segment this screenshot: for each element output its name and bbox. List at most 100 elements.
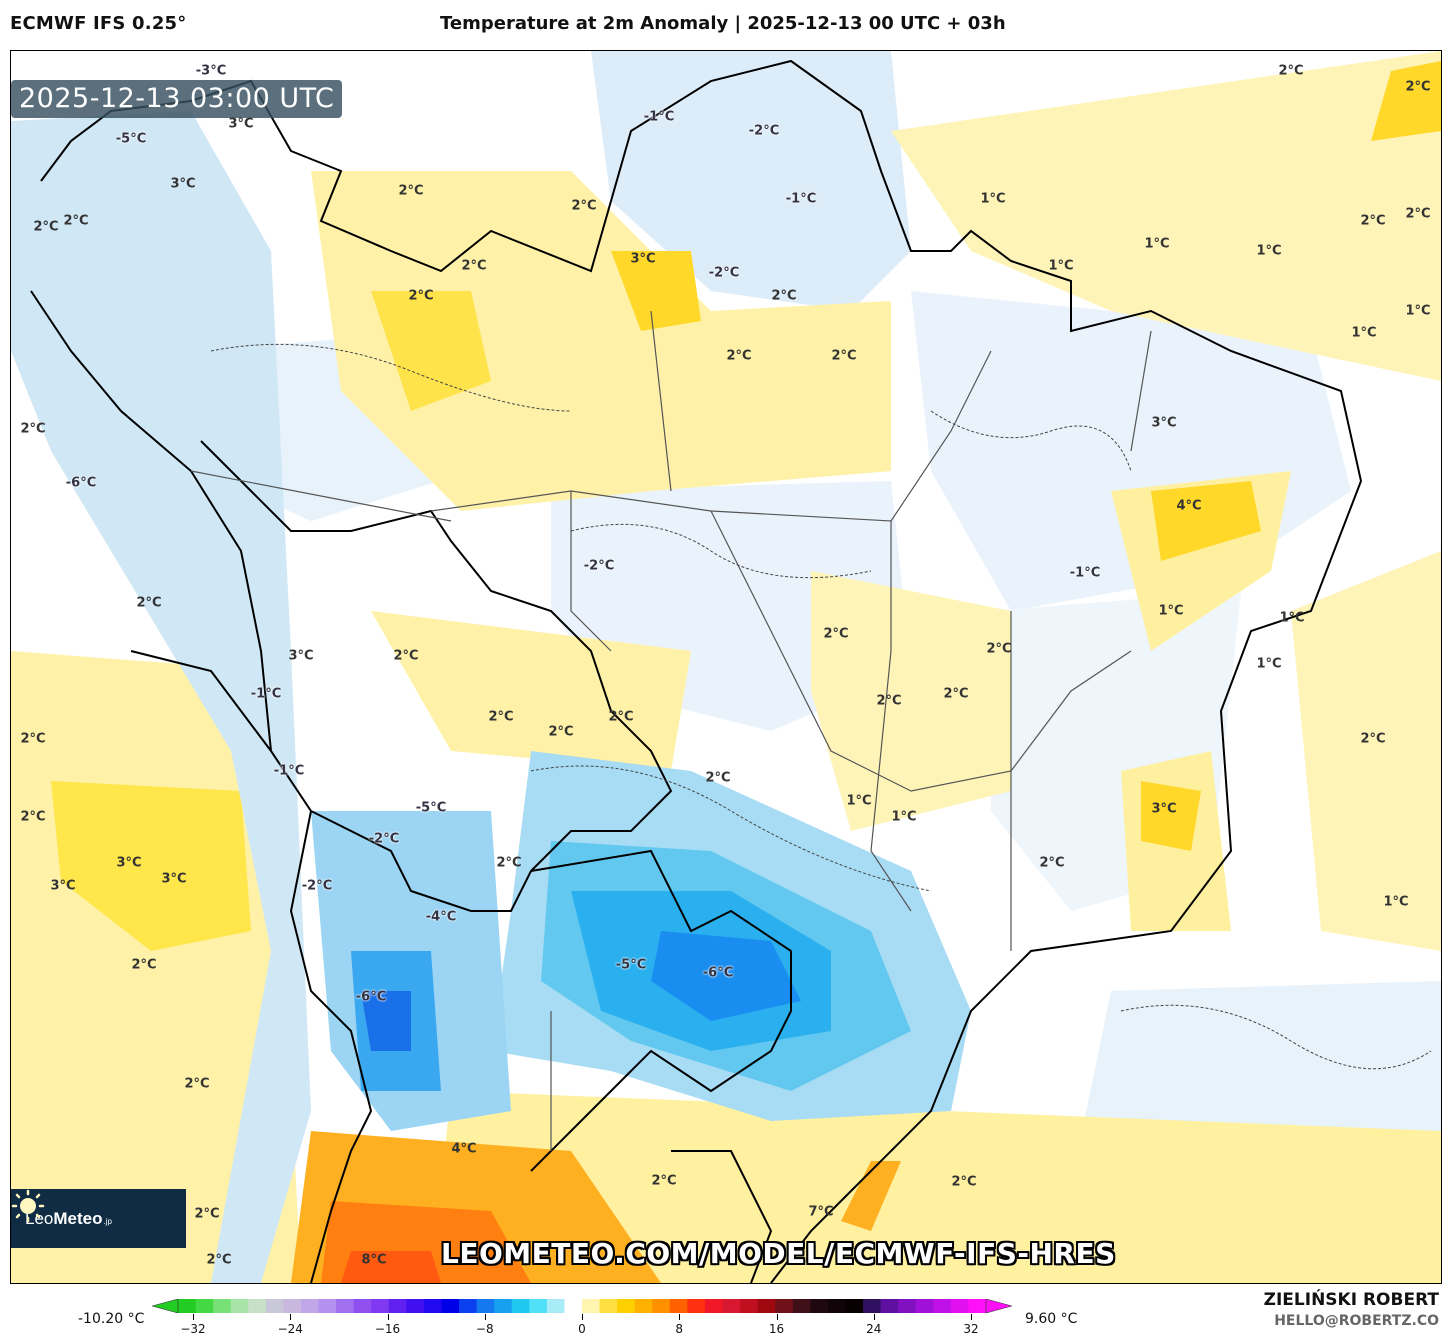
sun-icon: [11, 1189, 45, 1223]
contour-label: 2°C: [1405, 79, 1431, 95]
contour-label: 2°C: [184, 1076, 210, 1092]
contour-label: 2°C: [488, 709, 514, 725]
contour-label: 2°C: [206, 1252, 232, 1268]
contour-label: 7°C: [808, 1204, 834, 1220]
contour-label: -2°C: [748, 123, 780, 139]
contour-label: 1°C: [1351, 325, 1377, 341]
contour-label: 2°C: [943, 686, 969, 702]
colorbar-tick: [193, 1314, 194, 1320]
contour-label: -1°C: [1069, 565, 1101, 581]
colorbar-tick: [776, 1314, 778, 1320]
contour-label: 2°C: [831, 348, 857, 364]
contour-label: 2°C: [651, 1173, 677, 1189]
contour-label: 1°C: [1256, 656, 1282, 672]
contour-label: -1°C: [643, 109, 675, 125]
model-name: ECMWF IFS 0.25°: [10, 13, 187, 34]
colorbar-tick: [290, 1314, 292, 1320]
contour-label: 2°C: [408, 288, 434, 304]
colorbar-max-label: 9.60 °C: [1025, 1311, 1078, 1327]
contour-label: -5°C: [115, 131, 147, 147]
map-fill-layer: [11, 51, 1441, 1283]
contour-label: 4°C: [1176, 498, 1202, 514]
colorbar-min-label: -10.20 °C: [78, 1311, 145, 1327]
contour-label: -1°C: [785, 191, 817, 207]
contour-label: 2°C: [986, 641, 1012, 657]
colorbar-tick-label: 0: [578, 1322, 586, 1336]
contour-label: 1°C: [1048, 258, 1074, 274]
contour-label: 2°C: [951, 1174, 977, 1190]
contour-label: 3°C: [50, 878, 76, 894]
contour-label: 3°C: [116, 855, 142, 871]
contour-label: 4°C: [451, 1141, 477, 1157]
contour-label: 2°C: [20, 421, 46, 437]
colorbar-tick-label: 24: [866, 1322, 882, 1336]
contour-label: 3°C: [1151, 801, 1177, 817]
contour-label: -1°C: [250, 686, 282, 702]
contour-label: -1°C: [273, 763, 305, 779]
colorbar-tick: [484, 1314, 486, 1320]
contour-label: -6°C: [65, 475, 97, 491]
contour-label: 2°C: [726, 348, 752, 364]
contour-label: 3°C: [1151, 415, 1177, 431]
contour-label: 2°C: [496, 855, 522, 871]
contour-label: 2°C: [63, 213, 89, 229]
contour-label: 2°C: [823, 626, 849, 642]
contour-label: -6°C: [355, 989, 387, 1005]
contour-label: 2°C: [1360, 731, 1386, 747]
colorbar-tick-label: −32: [180, 1322, 206, 1336]
contour-label: -5°C: [415, 800, 447, 816]
contour-label: 2°C: [398, 183, 424, 199]
colorbar-tick-label: −8: [475, 1322, 494, 1336]
colorbar-tick: [873, 1314, 875, 1320]
contour-label: -5°C: [615, 957, 647, 973]
contour-label: -3°C: [195, 63, 227, 79]
contour-label: 3°C: [288, 648, 314, 664]
anomaly-map: 2025-12-13 03:00 UTC -3°C 3°C -5°C 3°C 2°C 2°…: [10, 50, 1442, 1284]
contour-label: -2°C: [368, 831, 400, 847]
contour-label: 2°C: [461, 258, 487, 274]
valid-time-badge: 2025-12-13 03:00 UTC: [11, 80, 343, 118]
contour-label: 1°C: [846, 793, 872, 809]
colorbar-tick-label: 8: [675, 1322, 684, 1336]
contour-label: 2°C: [1360, 213, 1386, 229]
author-email: HELLO@ROBERTZ.CO: [1274, 1313, 1439, 1329]
contour-label: 1°C: [1144, 236, 1170, 252]
contour-label: -2°C: [583, 558, 615, 574]
colorbar: [152, 1299, 1012, 1313]
contour-label: 1°C: [1256, 243, 1282, 259]
contour-label: 2°C: [571, 198, 597, 214]
contour-label: 2°C: [608, 709, 634, 725]
colorbar-tick-label: −24: [277, 1322, 303, 1336]
contour-label: 1°C: [1158, 603, 1184, 619]
contour-label: 1°C: [1383, 894, 1409, 910]
contour-label: 2°C: [393, 648, 419, 664]
contour-label: 2°C: [705, 770, 731, 786]
contour-label: 3°C: [170, 176, 196, 192]
contour-label: 3°C: [228, 116, 254, 132]
author-credit: ZIELIŃSKI ROBERT: [1263, 1290, 1439, 1310]
colorbar-tick-label: 16: [768, 1322, 785, 1336]
contour-label: 2°C: [771, 288, 797, 304]
contour-label: 2°C: [194, 1206, 220, 1222]
contour-label: -2°C: [301, 878, 333, 894]
colorbar-tick: [582, 1314, 583, 1320]
contour-label: 2°C: [548, 724, 574, 740]
contour-label: 2°C: [20, 731, 46, 747]
contour-label: 3°C: [630, 251, 656, 267]
contour-label: -2°C: [708, 265, 740, 281]
contour-label: 2°C: [20, 809, 46, 825]
colorbar-tick: [971, 1314, 972, 1320]
colorbar-tick-label: −16: [374, 1322, 401, 1336]
colorbar-tick: [679, 1314, 681, 1320]
leometeo-logo: LeoMeteo.jp: [11, 1189, 186, 1248]
colorbar-tick: [387, 1314, 389, 1320]
contour-label: 2°C: [1278, 63, 1304, 79]
colorbar-tick-label: 32: [963, 1322, 979, 1336]
contour-label: 3°C: [161, 871, 187, 887]
site-watermark: LEOMETEO.COM/MODEL/ECMWF-IFS-HRES: [441, 1237, 1116, 1270]
contour-label: 2°C: [136, 595, 162, 611]
contour-label: -6°C: [702, 965, 734, 981]
contour-label: 1°C: [891, 809, 917, 825]
contour-label: 1°C: [1279, 610, 1305, 626]
contour-label: 1°C: [1405, 303, 1431, 319]
